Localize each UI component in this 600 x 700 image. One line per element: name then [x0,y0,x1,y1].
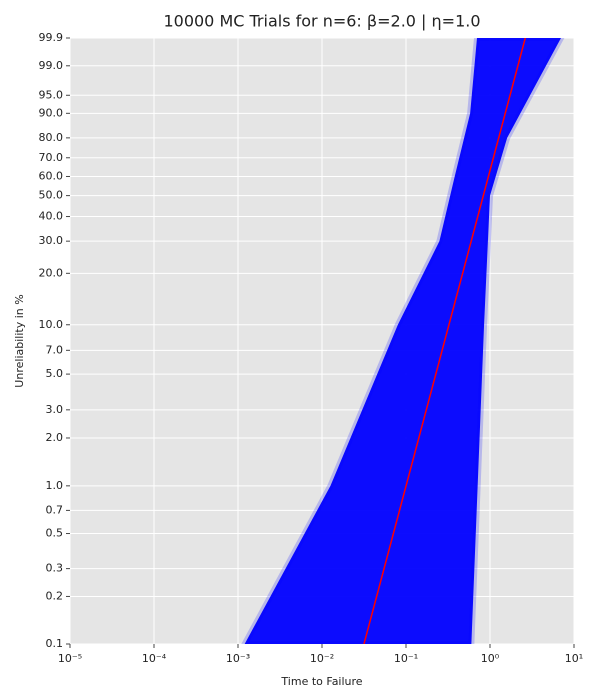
y-tick-label: 90.0 [39,106,64,119]
y-tick-label: 30.0 [39,234,64,247]
y-tick-label: 0.3 [46,562,64,575]
y-tick-label: 80.0 [39,131,64,144]
y-tick-label: 99.0 [39,59,64,72]
x-axis-label: Time to Failure [280,675,362,688]
y-tick-label: 0.2 [46,589,64,602]
y-tick-label: 40.0 [39,210,64,223]
y-tick-label: 70.0 [39,151,64,164]
true-line [363,38,527,644]
x-tick-label: 10⁻² [310,652,334,665]
y-tick-label: 10.0 [39,318,64,331]
y-tick-label: 20.0 [39,266,64,279]
y-tick-label: 50.0 [39,189,64,202]
x-tick-label: 10⁻³ [226,652,250,665]
y-tick-label: 7.0 [46,343,64,356]
x-tick-label: 10¹ [565,652,583,665]
y-tick-label: 95.0 [39,88,64,101]
y-tick-label: 3.0 [46,403,64,416]
y-tick-label: 5.0 [46,367,64,380]
x-tick-label: 10⁰ [481,652,500,665]
y-tick-label: 60.0 [39,169,64,182]
trial-envelope [241,38,565,644]
x-tick-label: 10⁻¹ [394,652,418,665]
y-tick-label: 0.5 [46,527,64,540]
y-tick-label: 1.0 [46,479,64,492]
y-tick-label: 99.9 [39,31,64,44]
y-tick-label: 0.1 [46,637,64,650]
x-tick-label: 10⁻⁴ [142,652,167,665]
chart-title: 10000 MC Trials for n=6: β=2.0 | η=1.0 [163,12,480,31]
y-tick-label: 0.7 [46,503,64,516]
y-axis-label: Unreliability in % [13,294,26,387]
y-tick-label: 2.0 [46,431,64,444]
x-tick-label: 10⁻⁵ [58,652,82,665]
